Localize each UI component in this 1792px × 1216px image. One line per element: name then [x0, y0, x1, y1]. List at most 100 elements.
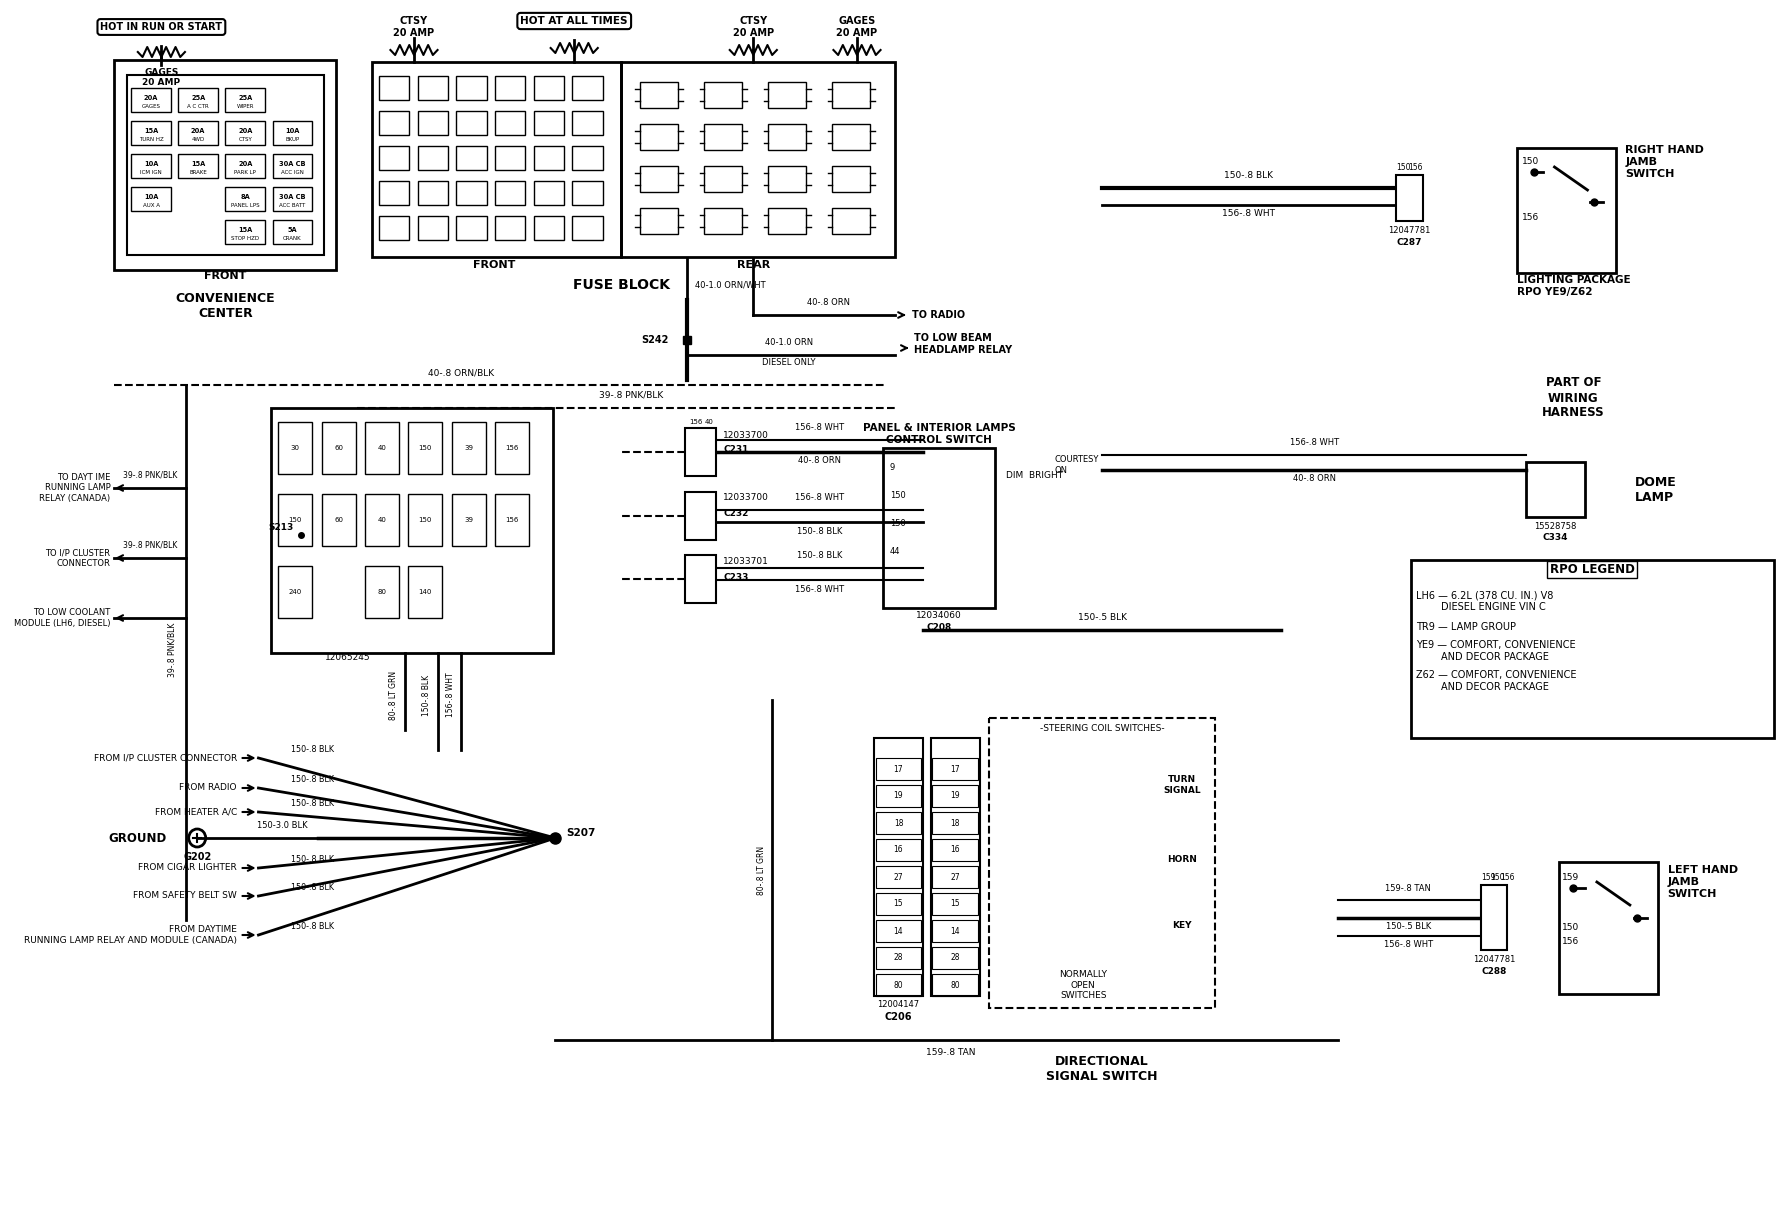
Text: 9: 9 — [891, 463, 896, 473]
Text: TO DAYT IME
RUNNING LAMP
RELAY (CANADA): TO DAYT IME RUNNING LAMP RELAY (CANADA) — [39, 473, 111, 503]
Text: TURN HZ: TURN HZ — [138, 137, 163, 142]
Text: 12065245: 12065245 — [324, 653, 371, 663]
Bar — [278, 565, 312, 618]
Text: 17: 17 — [950, 765, 961, 773]
Text: 150-.8 BLK: 150-.8 BLK — [797, 551, 842, 561]
Text: DIRECTIONAL
SIGNAL SWITCH: DIRECTIONAL SIGNAL SWITCH — [1047, 1055, 1158, 1083]
Text: 40-.8 ORN: 40-.8 ORN — [1292, 474, 1335, 483]
Text: 156: 156 — [505, 445, 518, 451]
Bar — [876, 866, 921, 888]
Text: 30A CB: 30A CB — [280, 161, 306, 167]
Bar — [769, 124, 806, 150]
Text: 25A: 25A — [238, 95, 253, 101]
Text: CTSY
20 AMP: CTSY 20 AMP — [733, 16, 774, 38]
Text: WIPER: WIPER — [237, 105, 254, 109]
Bar — [640, 208, 677, 233]
Text: 159: 159 — [1563, 873, 1579, 882]
Text: 39-.8 PNK/BLK: 39-.8 PNK/BLK — [124, 541, 177, 550]
Text: 27: 27 — [950, 873, 961, 882]
Bar — [833, 124, 871, 150]
Bar — [495, 422, 529, 474]
Bar — [1412, 561, 1774, 738]
Text: 40: 40 — [704, 420, 713, 426]
Bar — [226, 88, 265, 112]
Text: CTSY: CTSY — [238, 137, 253, 142]
Bar — [876, 839, 921, 861]
Text: FROM I/P CLUSTER CONNECTOR: FROM I/P CLUSTER CONNECTOR — [93, 754, 237, 762]
Text: 15: 15 — [950, 900, 961, 908]
Text: 20A: 20A — [238, 161, 253, 167]
Text: 156-.8 WHT: 156-.8 WHT — [446, 672, 455, 717]
Text: HOT IN RUN OR START: HOT IN RUN OR START — [100, 22, 222, 32]
Bar — [534, 216, 564, 240]
Text: 20A: 20A — [238, 128, 253, 134]
Text: 28: 28 — [950, 953, 961, 963]
Text: 159-.8 TAN: 159-.8 TAN — [1385, 884, 1432, 893]
Text: 40: 40 — [378, 517, 387, 523]
Bar — [932, 947, 978, 969]
Text: CONVENIENCE
CENTER: CONVENIENCE CENTER — [176, 292, 276, 320]
Text: 156-.8 WHT: 156-.8 WHT — [1290, 438, 1339, 447]
Text: LEFT HAND
JAMB
SWITCH: LEFT HAND JAMB SWITCH — [1668, 866, 1738, 899]
Text: 4WD: 4WD — [192, 137, 204, 142]
Text: 15A: 15A — [143, 128, 158, 134]
Bar — [127, 75, 324, 255]
Text: NORMALLY
OPEN
SWITCHES: NORMALLY OPEN SWITCHES — [1059, 970, 1107, 1000]
Bar — [572, 146, 602, 170]
Text: 150: 150 — [1396, 163, 1410, 171]
Bar — [1516, 148, 1616, 274]
Bar — [989, 717, 1215, 1008]
Bar — [534, 75, 564, 100]
Text: GAGES
20 AMP: GAGES 20 AMP — [142, 68, 181, 88]
Text: KEY: KEY — [1172, 921, 1192, 929]
Text: 156: 156 — [1563, 938, 1579, 946]
Bar — [457, 75, 487, 100]
Text: 16: 16 — [950, 845, 961, 855]
Bar — [686, 554, 715, 603]
Bar — [883, 447, 995, 608]
Bar — [418, 111, 448, 135]
Text: 18: 18 — [894, 818, 903, 828]
Text: 19: 19 — [950, 792, 961, 800]
Bar — [409, 565, 443, 618]
Text: 16: 16 — [894, 845, 903, 855]
Bar — [704, 208, 742, 233]
Bar — [686, 492, 715, 540]
Text: 150: 150 — [1563, 923, 1579, 933]
Text: 39: 39 — [464, 517, 473, 523]
Bar — [380, 146, 409, 170]
Text: 5A: 5A — [287, 227, 297, 233]
Text: FRONT: FRONT — [204, 271, 247, 281]
Text: 150-.8 BLK: 150-.8 BLK — [292, 855, 335, 865]
Text: CRANK: CRANK — [283, 236, 301, 241]
Bar — [932, 758, 978, 779]
Text: 39-.8 PNK/BLK: 39-.8 PNK/BLK — [599, 392, 663, 400]
Bar — [1396, 175, 1423, 221]
Bar — [932, 921, 978, 942]
Bar — [409, 422, 443, 474]
Bar — [876, 974, 921, 996]
Bar — [495, 216, 525, 240]
Text: 150: 150 — [419, 517, 432, 523]
Text: 156-.8 WHT: 156-.8 WHT — [794, 585, 844, 593]
Text: 156: 156 — [1500, 873, 1514, 882]
Bar — [534, 111, 564, 135]
Text: 159: 159 — [1482, 873, 1496, 882]
Text: 60: 60 — [333, 445, 342, 451]
Bar — [321, 494, 355, 546]
Bar — [704, 124, 742, 150]
Text: 150-.8 BLK: 150-.8 BLK — [1224, 171, 1272, 180]
Text: 150-.8 BLK: 150-.8 BLK — [797, 527, 842, 536]
Bar — [457, 216, 487, 240]
Bar — [572, 216, 602, 240]
Text: 80-.8 LT GRN: 80-.8 LT GRN — [756, 845, 765, 895]
Bar — [495, 75, 525, 100]
Text: 15528758: 15528758 — [1534, 522, 1577, 531]
Bar — [640, 167, 677, 192]
Bar — [876, 893, 921, 914]
Text: 15A: 15A — [238, 227, 253, 233]
Bar — [131, 88, 170, 112]
Bar — [833, 167, 871, 192]
Text: PARK LP: PARK LP — [235, 170, 256, 175]
Text: 12034060: 12034060 — [916, 610, 962, 619]
